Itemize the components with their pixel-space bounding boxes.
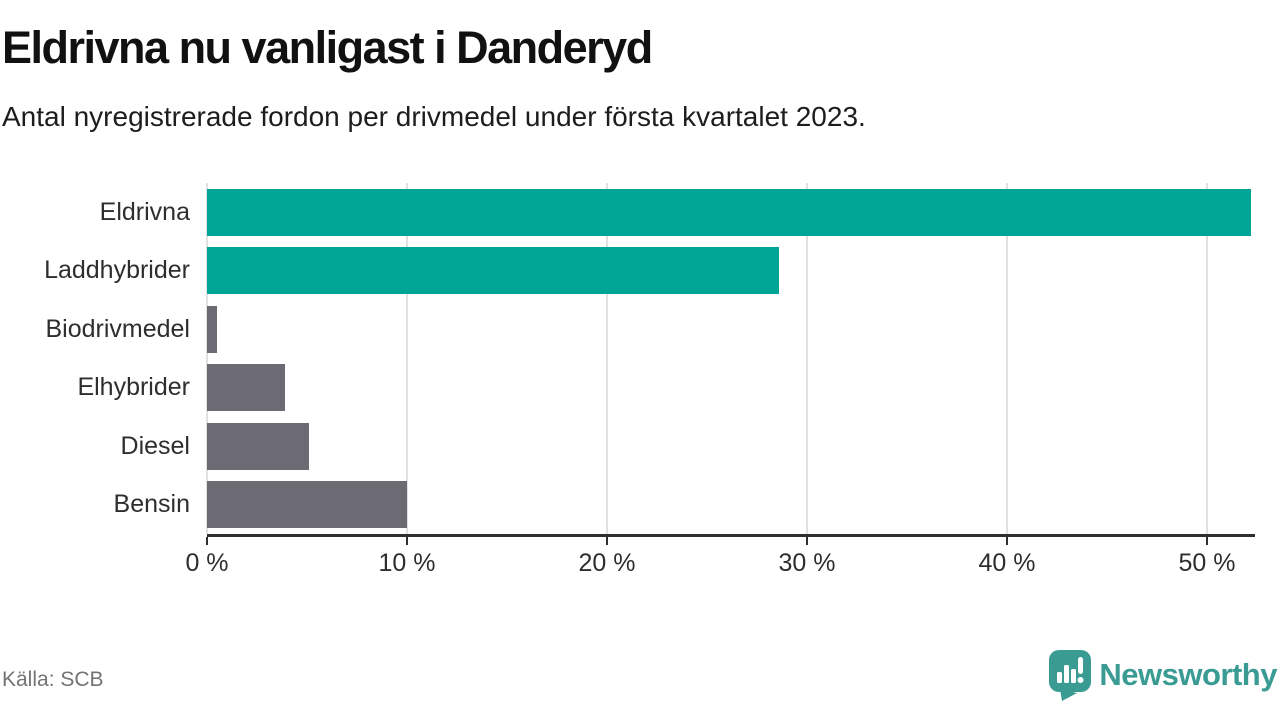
category-label: Elhybrider bbox=[77, 373, 190, 402]
bar-eldrivna bbox=[207, 188, 1251, 236]
bar-laddhybrider bbox=[207, 247, 779, 295]
newsworthy-bubble-chart-icon bbox=[1049, 650, 1092, 701]
page-title: Eldrivna nu vanligast i Danderyd bbox=[2, 22, 653, 73]
bars-container bbox=[207, 183, 1253, 534]
x-axis-tick bbox=[1006, 537, 1008, 545]
x-tick-label: 50 % bbox=[1178, 549, 1236, 577]
x-axis-tick bbox=[406, 537, 408, 545]
category-label: Biodrivmedel bbox=[45, 314, 190, 343]
bar-row bbox=[207, 359, 1253, 418]
x-tick-label: 10 % bbox=[378, 549, 436, 577]
gridline bbox=[406, 183, 408, 534]
gridlines bbox=[206, 183, 1253, 534]
bar-row bbox=[207, 417, 1253, 476]
newsworthy-logo: Newsworthy bbox=[1048, 649, 1277, 701]
x-tick-labels: 0 % 10 % 20 % 30 % 40 % 50 % bbox=[185, 549, 1253, 579]
x-tick-label: 20 % bbox=[578, 549, 636, 577]
gridline bbox=[1006, 183, 1008, 534]
source-label: Källa: SCB bbox=[2, 668, 104, 691]
bar-row bbox=[207, 300, 1253, 359]
category-label: Laddhybrider bbox=[44, 256, 190, 285]
x-axis-tick bbox=[1206, 537, 1208, 545]
bar-row bbox=[207, 476, 1253, 535]
x-axis-tick bbox=[806, 537, 808, 545]
x-axis-tick bbox=[606, 537, 608, 545]
gridline bbox=[606, 183, 608, 534]
gridline bbox=[1206, 183, 1208, 534]
x-axis-tick bbox=[206, 537, 208, 545]
chart-subtitle: Antal nyregistrerade fordon per drivmede… bbox=[2, 101, 866, 132]
bar-bensin bbox=[207, 481, 407, 529]
bar-biodrivmedel bbox=[207, 305, 217, 353]
newsworthy-wordmark: Newsworthy bbox=[1099, 657, 1277, 692]
bar-row bbox=[207, 183, 1253, 242]
gridline bbox=[206, 183, 208, 534]
bar-elhybrider bbox=[207, 364, 285, 412]
x-tick-label: 0 % bbox=[185, 549, 229, 577]
x-tick-label: 40 % bbox=[978, 549, 1036, 577]
category-label: Eldrivna bbox=[99, 197, 190, 226]
x-axis-line bbox=[207, 534, 1255, 537]
x-tick-label: 30 % bbox=[778, 549, 836, 577]
bar-diesel bbox=[207, 422, 309, 470]
plot-area: 0 % 10 % 20 % 30 % 40 % 50 % bbox=[185, 183, 1255, 577]
y-axis-labels: Eldrivna Laddhybrider Biodrivmedel Elhybrid… bbox=[0, 183, 190, 534]
gridline bbox=[806, 183, 808, 534]
category-label: Diesel bbox=[120, 431, 190, 460]
category-label: Bensin bbox=[113, 490, 190, 519]
bar-row bbox=[207, 242, 1253, 301]
